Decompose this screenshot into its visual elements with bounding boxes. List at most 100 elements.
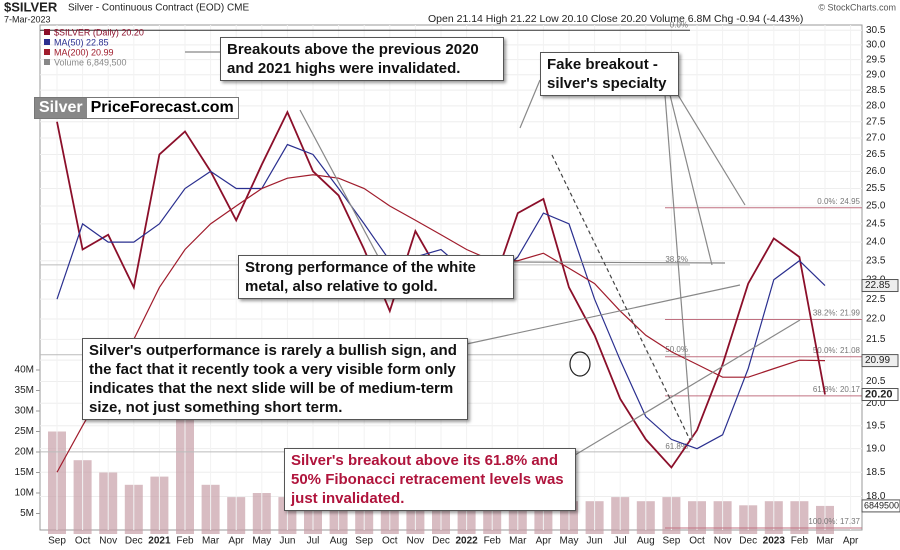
x-tick-label: Dec <box>125 536 143 547</box>
moving-average <box>56 174 826 473</box>
y-tick-label: 20.5 <box>866 376 886 387</box>
x-tick-label: May <box>252 536 271 547</box>
x-tick-label: Jun <box>279 536 295 547</box>
plot-frame <box>39 24 863 531</box>
y-tick-label: 24.0 <box>866 237 886 248</box>
brand: © StockCharts.com <box>818 2 896 12</box>
y-tick-label: 25.5 <box>866 183 886 194</box>
y-tick-label: 30.0 <box>866 39 886 50</box>
x-tick-label: Sep <box>355 536 373 547</box>
legend-entry: MA(50) 22.85 <box>54 37 109 47</box>
x-tick-label: May <box>560 536 579 547</box>
fib-label: 38.2%: 21.99 <box>813 309 861 318</box>
volume-tick-label: 30M <box>15 406 34 417</box>
legend-swatch <box>44 39 50 45</box>
x-tick-label: Feb <box>176 536 194 547</box>
date: 7-Mar-2023 <box>4 14 51 24</box>
x-tick-label: Sep <box>663 536 681 547</box>
y-tick-label: 18.5 <box>866 467 886 478</box>
y-tick-label: 27.5 <box>866 116 886 127</box>
watermark-left: Silver <box>35 98 87 118</box>
y-tick-label: 23.5 <box>866 255 886 266</box>
fib-label: 100.0%: 17.37 <box>808 517 860 526</box>
arrow <box>664 94 693 441</box>
highlight-circle <box>569 351 591 377</box>
x-tick-label: Apr <box>536 536 552 547</box>
last-value-label: 20.99 <box>865 355 890 366</box>
y-tick-label: 26.5 <box>866 149 886 160</box>
legend-entry: MA(200) 20.99 <box>54 47 114 57</box>
legend-entry: $SILVER (Daily) 20.20 <box>54 27 144 37</box>
x-tick-label: Jul <box>614 536 627 547</box>
volume-tick-label: 20M <box>15 447 34 458</box>
y-tick-label: 19.0 <box>866 443 886 454</box>
last-value-box <box>861 279 899 293</box>
x-tick-label: Feb <box>484 536 502 547</box>
old-fib-label: 0.0% <box>670 20 688 29</box>
x-tick-label: 2022 <box>455 536 478 547</box>
y-tick-label: 28.0 <box>866 100 886 111</box>
old-fib-label: 38.2% <box>665 255 688 264</box>
x-tick-label: Oct <box>75 536 91 547</box>
y-tick-label: 18.0 <box>866 491 886 502</box>
arrow <box>509 261 726 264</box>
annotation: Strong performance of the white metal, a… <box>238 255 514 299</box>
volume-tick-label: 10M <box>15 488 34 499</box>
x-tick-label: Sep <box>48 536 66 547</box>
last-value-label: 22.85 <box>865 280 890 291</box>
arrow <box>461 284 741 346</box>
y-tick-label: 21.5 <box>866 334 886 345</box>
y-tick-label: 28.5 <box>866 85 886 96</box>
y-tick-label: 29.5 <box>866 54 886 65</box>
moving-average <box>56 143 826 450</box>
x-tick-label: Oct <box>689 536 705 547</box>
last-value-box <box>861 388 899 402</box>
fib-label: 61.8%: 20.17 <box>813 385 861 394</box>
y-tick-label: 25.0 <box>866 201 886 212</box>
x-tick-label: Dec <box>739 536 757 547</box>
y-tick-label: 24.5 <box>866 219 886 230</box>
x-tick-label: Apr <box>228 536 244 547</box>
x-tick-label: Mar <box>816 536 834 547</box>
x-tick-label: Oct <box>382 536 398 547</box>
arrow <box>669 94 713 266</box>
arrows <box>185 51 801 456</box>
watermark-right: PriceForecast.com <box>90 99 234 116</box>
x-tick-label: Nov <box>99 536 117 547</box>
volume-tick-label: 15M <box>15 467 34 478</box>
last-value-box <box>861 354 899 368</box>
trend-line <box>551 154 691 441</box>
annotation: Silver's breakout above its 61.8% and 50… <box>284 448 576 511</box>
x-tick-label: Aug <box>330 536 348 547</box>
arrow <box>519 79 541 129</box>
x-tick-label: Nov <box>407 536 425 547</box>
x-tick-label: Aug <box>637 536 655 547</box>
arrow <box>574 319 801 456</box>
legend-swatch <box>44 29 50 35</box>
y-tick-label: 27.0 <box>866 133 886 144</box>
x-tick-label: Nov <box>714 536 732 547</box>
annotation: Breakouts above the previous 2020 and 20… <box>220 37 504 81</box>
legend-swatch <box>44 49 50 55</box>
fib-label: 50.0%: 21.08 <box>813 346 861 355</box>
legend-swatch <box>44 59 50 65</box>
y-tick-label: 26.0 <box>866 166 886 177</box>
x-tick-label: 2021 <box>148 536 171 547</box>
symbol: $SILVER <box>4 0 58 14</box>
subtitle: Silver - Continuous Contract (EOD) CME <box>68 3 249 14</box>
y-tick-label: 22.5 <box>866 294 886 305</box>
volume-tick-label: 5M <box>20 508 34 519</box>
last-value-label: 20.20 <box>865 388 893 400</box>
fib-label: 0.0%: 24.95 <box>817 197 860 206</box>
old-fib-label: 61.8% <box>665 442 688 451</box>
y-tick-label: 20.0 <box>866 398 886 409</box>
old-fib-label: 50.0% <box>665 345 688 354</box>
y-tick-label: 22.0 <box>866 314 886 325</box>
annotation: Silver's outperformance is rarely a bull… <box>82 338 468 420</box>
quote: Open 21.14 High 21.22 Low 20.10 Close 20… <box>428 13 803 25</box>
y-tick-label: 19.5 <box>866 420 886 431</box>
x-tick-label: Feb <box>791 536 809 547</box>
arrow <box>299 109 381 261</box>
x-tick-label: Dec <box>432 536 450 547</box>
volume-last-label: 6849500 <box>864 500 899 510</box>
